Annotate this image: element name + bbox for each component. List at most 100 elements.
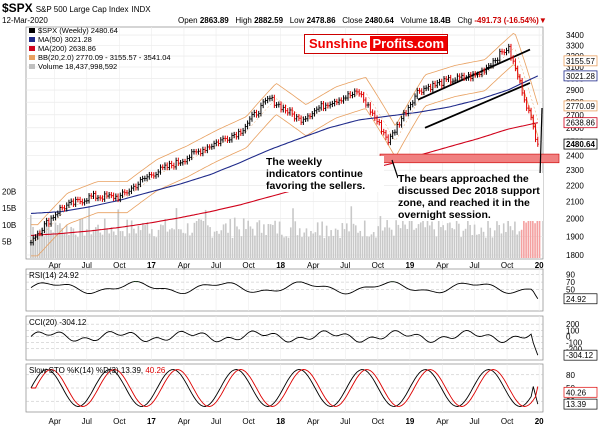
time-tick-label: Oct bbox=[113, 417, 126, 426]
time-tick-label: 19 bbox=[405, 261, 414, 270]
osc-tick-label: 200 bbox=[566, 320, 580, 329]
volume-bar bbox=[462, 230, 465, 258]
bollinger-lower bbox=[31, 64, 539, 257]
volume-bar bbox=[218, 233, 220, 258]
value-tag: 3155.57 bbox=[563, 55, 598, 67]
volume-bar bbox=[265, 235, 267, 258]
volume-bar bbox=[175, 208, 178, 258]
price-tick-label: 3100 bbox=[566, 63, 584, 72]
volume-bar bbox=[43, 236, 46, 258]
volume-bar bbox=[86, 229, 88, 258]
volume-bar bbox=[260, 232, 263, 258]
volume-bar bbox=[413, 229, 415, 258]
volume-bar bbox=[381, 230, 384, 258]
time-tick-label: Oct bbox=[242, 417, 255, 426]
legend-swatch bbox=[29, 64, 35, 69]
volume-bar bbox=[464, 228, 467, 258]
volume-bar bbox=[200, 219, 202, 258]
time-tick-label: Apr bbox=[48, 417, 61, 426]
volume-bar bbox=[119, 231, 122, 258]
volume-bar bbox=[164, 219, 167, 258]
annotation-weekly-line: The weekly bbox=[266, 156, 323, 168]
volume-bar bbox=[220, 230, 223, 258]
value-tag: 2770.09 bbox=[563, 100, 598, 112]
volume-bar bbox=[346, 223, 348, 258]
volume-bar bbox=[144, 225, 146, 258]
time-tick-label: Apr bbox=[178, 261, 191, 270]
volume-bar bbox=[296, 235, 299, 258]
price-tick-label: 2300 bbox=[566, 166, 584, 175]
volume-bar bbox=[74, 234, 77, 258]
volume-bar bbox=[341, 223, 344, 258]
volume-bar bbox=[236, 226, 238, 258]
close-value: 2480.64 bbox=[364, 16, 394, 25]
volume-bar bbox=[38, 229, 41, 258]
volume-bar bbox=[323, 238, 326, 258]
volume-bar bbox=[303, 232, 306, 258]
time-tick-label: Apr bbox=[48, 261, 61, 270]
volume-bar bbox=[283, 237, 285, 258]
volume-bar bbox=[81, 218, 84, 258]
value-tag: 3021.28 bbox=[563, 70, 598, 82]
volume-bar bbox=[361, 236, 364, 258]
value-tag-box bbox=[563, 117, 598, 129]
volume-bar bbox=[224, 223, 227, 258]
volume-bar bbox=[476, 234, 478, 258]
trendline-lower bbox=[424, 82, 531, 129]
volume-bar bbox=[491, 237, 494, 258]
volume-bar bbox=[455, 220, 458, 258]
volume-bar bbox=[222, 224, 225, 258]
exchange: INDX bbox=[131, 5, 151, 14]
volume-bar bbox=[372, 232, 375, 258]
volume-bar bbox=[386, 220, 388, 258]
volume-bar bbox=[106, 229, 108, 258]
volume-bar bbox=[339, 237, 341, 258]
annotation-weekly-line: indicators continue bbox=[266, 168, 363, 180]
volume-bar bbox=[319, 235, 321, 258]
value-tag: 2480.64 bbox=[563, 138, 598, 150]
volume-bar bbox=[538, 196, 541, 258]
volume-bar bbox=[99, 232, 102, 258]
volume-bar bbox=[525, 222, 527, 258]
low-label: Low bbox=[289, 16, 305, 25]
price-tick-label: 3300 bbox=[566, 41, 584, 50]
volume-bar bbox=[90, 234, 93, 258]
volume-bar bbox=[204, 209, 207, 258]
volume-bar bbox=[50, 229, 52, 258]
volume-bar bbox=[278, 221, 281, 258]
legend-swatch bbox=[29, 46, 35, 51]
volume-bar bbox=[256, 222, 258, 258]
volume-bar bbox=[529, 214, 532, 258]
legend-swatch bbox=[29, 55, 35, 60]
volume-bar bbox=[229, 219, 232, 258]
volume-bar bbox=[505, 232, 507, 258]
volume-bar bbox=[30, 215, 32, 258]
price-tick-label: 2200 bbox=[566, 182, 584, 191]
volume-bar bbox=[449, 222, 451, 258]
volume-bar bbox=[34, 235, 37, 258]
time-tick-label: Apr bbox=[436, 261, 449, 270]
volume-bar bbox=[130, 220, 133, 258]
volume-bar bbox=[52, 232, 55, 258]
volume-bar bbox=[402, 220, 404, 258]
time-tick-label: Jul bbox=[340, 417, 350, 426]
volume-bar bbox=[453, 229, 456, 258]
volume-bar bbox=[518, 231, 521, 258]
volume-bar bbox=[41, 228, 43, 258]
volume-bar bbox=[70, 226, 72, 258]
volume-bar bbox=[428, 225, 431, 258]
volume-bar bbox=[247, 220, 249, 258]
ohlc-readout: Open 2863.89 High 2882.59 Low 2478.86 Cl… bbox=[178, 16, 547, 25]
volume-bar bbox=[310, 231, 312, 258]
volume-bar bbox=[325, 225, 328, 258]
volume-bar bbox=[368, 236, 371, 258]
volume-bar bbox=[251, 228, 254, 258]
volume-bar bbox=[314, 232, 317, 258]
volume-bar bbox=[59, 223, 61, 258]
volume-bar bbox=[233, 217, 236, 258]
cci-panel bbox=[25, 315, 544, 361]
volume-bar bbox=[191, 232, 193, 258]
volume-bar bbox=[482, 231, 485, 258]
volume-bar bbox=[182, 232, 185, 258]
volume-bar bbox=[103, 218, 106, 258]
